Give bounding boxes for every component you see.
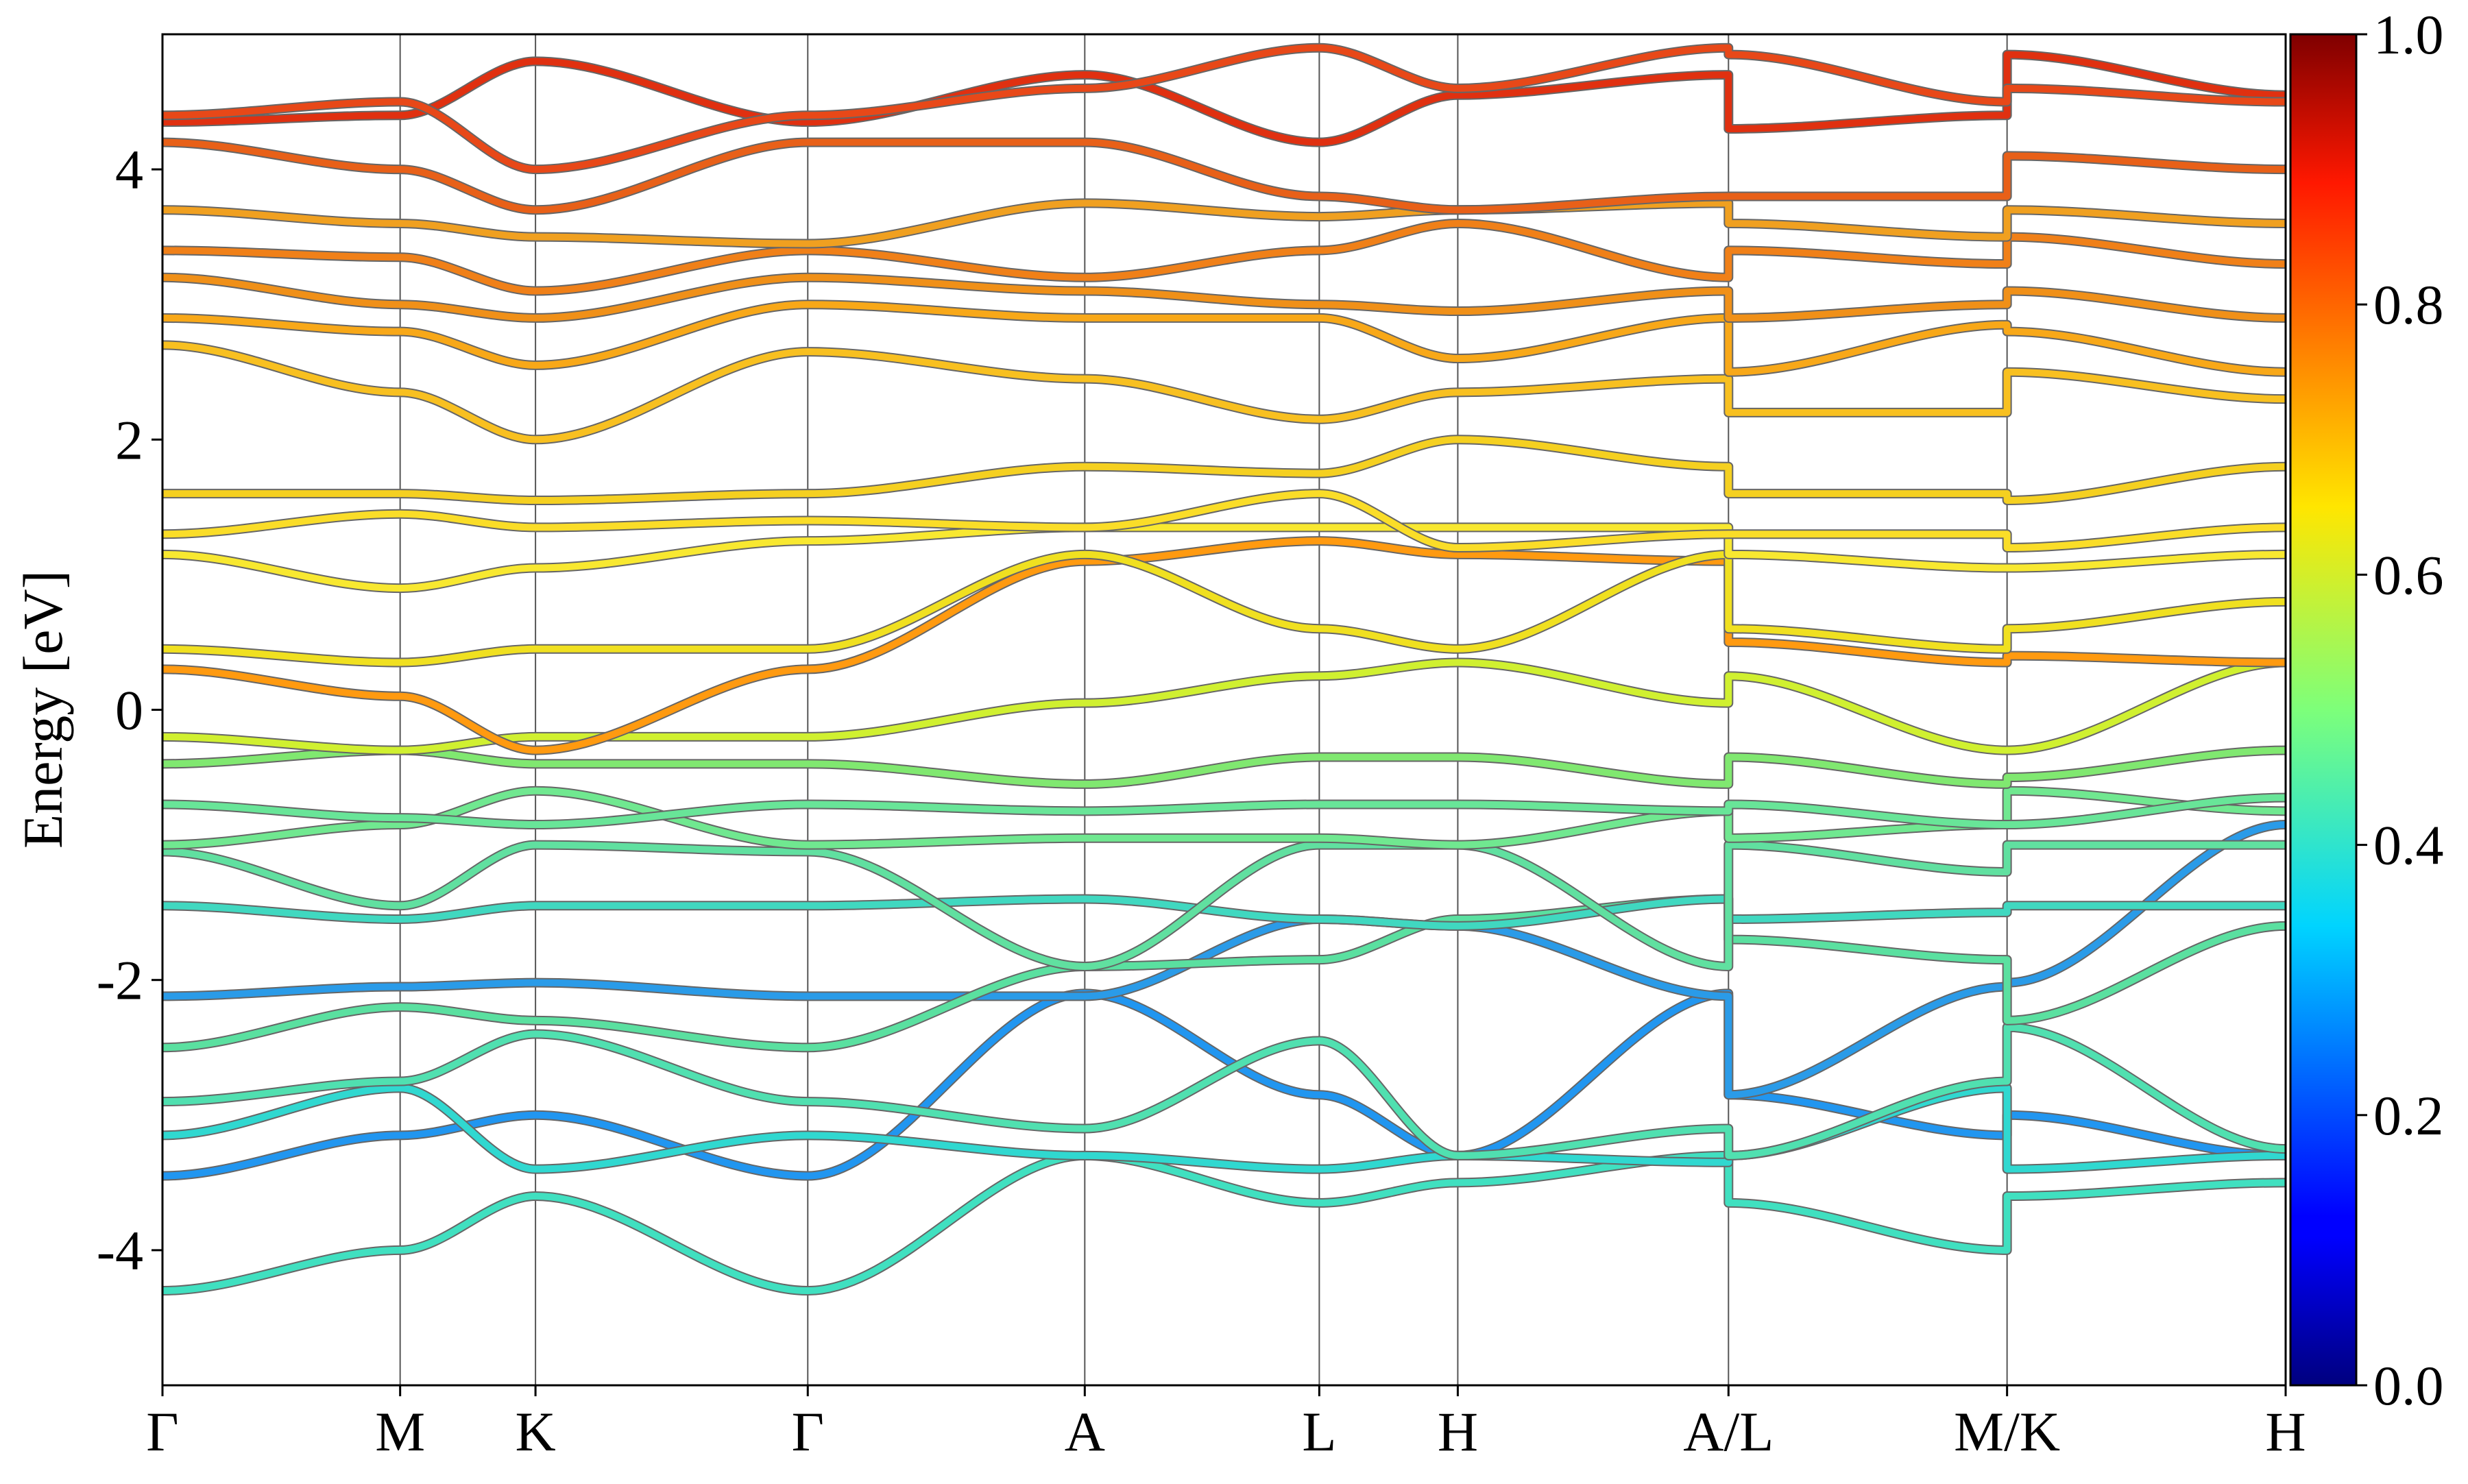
band [162, 490, 2286, 551]
band [162, 44, 2286, 173]
x-tick-label: A [1065, 1400, 1105, 1463]
band [162, 841, 2286, 970]
x-tick-label: Γ [146, 1400, 178, 1463]
band-outline [162, 894, 2286, 1053]
band-outline [162, 1150, 2286, 1296]
y-tick-label: 0 [115, 679, 143, 742]
y-axis-label: Energy [eV] [12, 570, 74, 849]
band [162, 199, 2286, 247]
x-tick-label: L [1302, 1400, 1336, 1463]
colorbar-tick-label: 0.2 [2373, 1084, 2444, 1147]
x-tick-label: Γ [792, 1400, 824, 1463]
band [162, 895, 2286, 929]
band-outline [162, 42, 2286, 175]
band [162, 794, 2286, 829]
band [162, 537, 2286, 754]
band [162, 341, 2286, 443]
x-tick-label: H [2265, 1400, 2306, 1463]
band [162, 550, 2286, 666]
band [162, 524, 2286, 592]
bands [162, 42, 2286, 1296]
x-tick-label: K [515, 1400, 555, 1463]
x-tick-label: A/L [1683, 1400, 1774, 1463]
band [162, 301, 2286, 376]
axes: -4 -2 0 2 4 Γ M K Γ A L H A/L M/K H 0.0 0.2 0.4 0.6 0.8 1.0 [97, 3, 2444, 1463]
band [162, 219, 2286, 295]
y-tick-label: -2 [97, 949, 143, 1012]
band [162, 51, 2286, 146]
colorbar-tick-label: 0.6 [2373, 544, 2444, 606]
band [162, 1152, 2286, 1295]
band [162, 787, 2286, 849]
colorbar-tick-label: 1.0 [2373, 3, 2444, 66]
x-tick-label: M [375, 1400, 425, 1463]
y-tick-label: 2 [115, 409, 143, 471]
x-tick-label: H [1438, 1400, 1478, 1463]
y-tick-label: 4 [115, 138, 143, 201]
band [162, 1023, 2286, 1159]
band [162, 138, 2286, 214]
band [162, 436, 2286, 504]
y-tick-label: -4 [97, 1219, 143, 1282]
colorbar-tick-label: 0.8 [2373, 273, 2444, 336]
band [162, 895, 2286, 1051]
band [162, 990, 2286, 1180]
band [162, 273, 2286, 321]
colorbar-tick-label: 0.0 [2373, 1354, 2444, 1417]
band [162, 746, 2286, 788]
colorbar [2289, 33, 2358, 1387]
colorbar-tick-label: 0.4 [2373, 814, 2444, 877]
band [162, 821, 2286, 1099]
band-outline [162, 657, 2286, 755]
x-tick-label: M/K [1954, 1400, 2060, 1463]
